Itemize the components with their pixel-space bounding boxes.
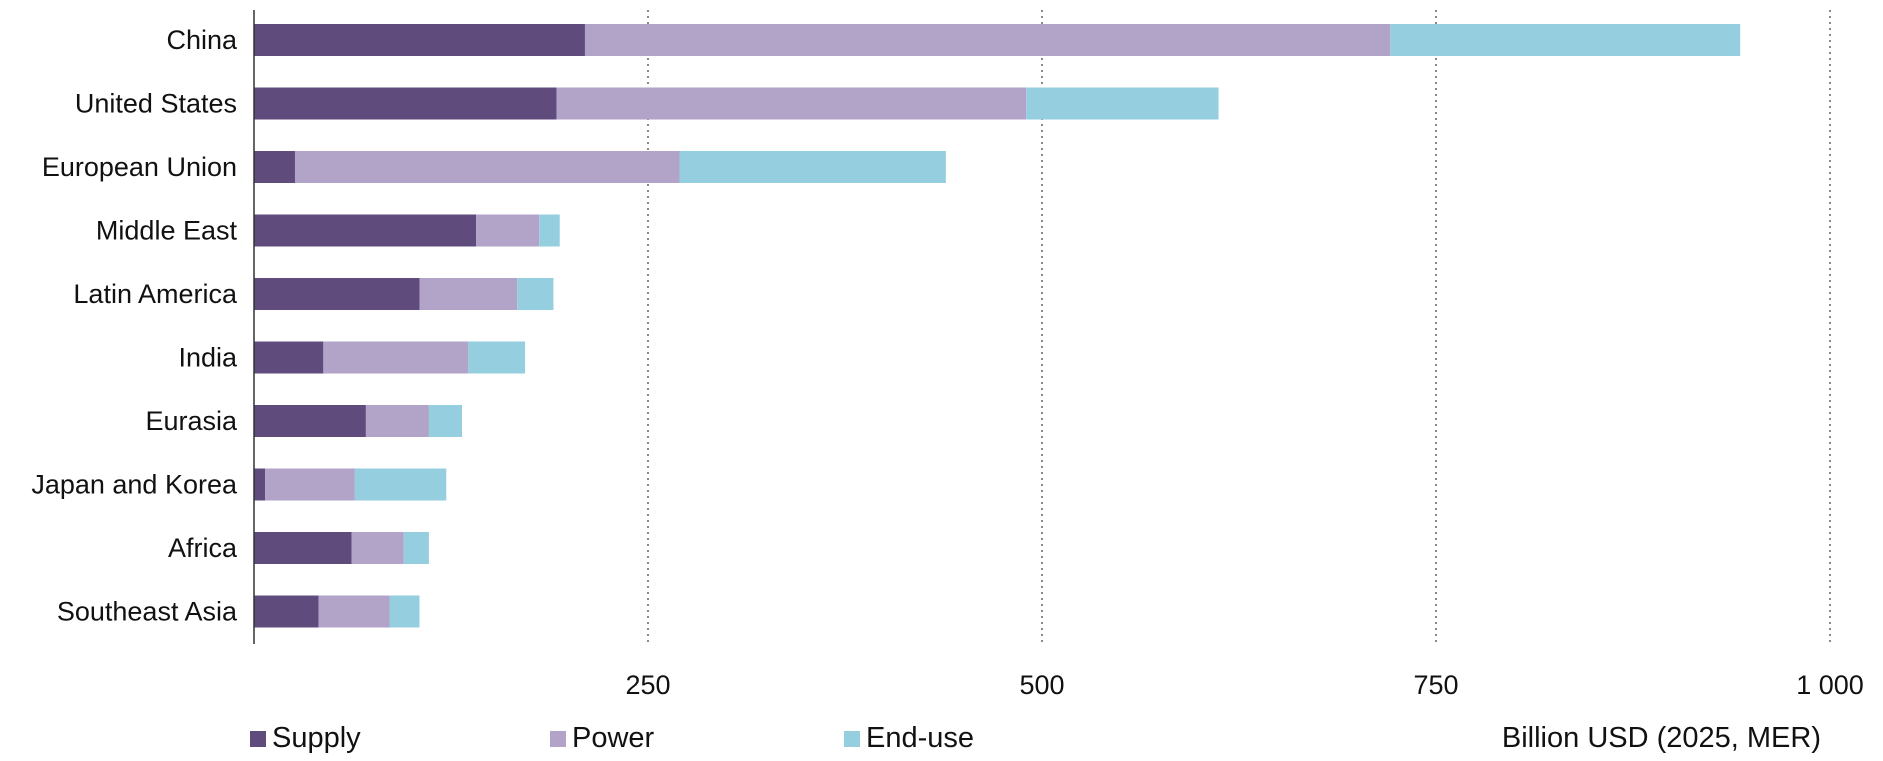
legend-swatch-end-use bbox=[844, 730, 860, 747]
category-label: China bbox=[166, 25, 238, 55]
x-tick-label: 750 bbox=[1413, 670, 1458, 700]
legend-item-supply: Supply bbox=[250, 722, 550, 755]
bar-segment bbox=[254, 151, 295, 183]
bar-segment bbox=[1026, 87, 1219, 120]
x-tick-labels: 250 500 750 1 000 bbox=[625, 670, 1863, 700]
legend-swatch-supply bbox=[250, 730, 266, 747]
category-label: Latin America bbox=[73, 279, 238, 309]
legend: Supply Power End-use bbox=[250, 722, 974, 755]
legend-swatch-power bbox=[550, 730, 566, 747]
bar-segment bbox=[539, 214, 560, 247]
bars bbox=[254, 24, 1741, 628]
bar-segment bbox=[254, 595, 319, 628]
legend-label-supply: Supply bbox=[272, 722, 361, 754]
bar-segment bbox=[389, 595, 420, 628]
bar-segment bbox=[254, 532, 352, 564]
bar-segment bbox=[679, 151, 946, 183]
bar-segment bbox=[365, 405, 429, 437]
bar-segment bbox=[351, 532, 404, 564]
category-label: Southeast Asia bbox=[57, 597, 238, 627]
legend-label-power: Power bbox=[572, 722, 655, 754]
bar-segment bbox=[254, 214, 477, 247]
category-label: Middle East bbox=[96, 216, 238, 246]
bar-segment bbox=[419, 278, 518, 310]
bar-segment bbox=[254, 341, 324, 374]
category-label: European Union bbox=[42, 152, 237, 182]
legend-item-end-use: End-use bbox=[844, 722, 974, 755]
bar-segment bbox=[323, 341, 469, 374]
category-label: Japan and Korea bbox=[31, 470, 238, 500]
x-tick-label: 500 bbox=[1019, 670, 1064, 700]
x-tick-label: 250 bbox=[625, 670, 670, 700]
gridlines bbox=[647, 10, 1831, 644]
bar-segment bbox=[254, 278, 420, 310]
bar-segment bbox=[354, 468, 447, 501]
bar-segment bbox=[254, 24, 585, 56]
bar-segment bbox=[476, 214, 540, 247]
bar-segment bbox=[428, 405, 463, 437]
bar-segment bbox=[254, 87, 557, 120]
bar-segment bbox=[1390, 24, 1741, 56]
bar-segment bbox=[254, 468, 266, 501]
bar-segment bbox=[318, 595, 390, 628]
bar-segment bbox=[403, 532, 429, 564]
legend-label-end-use: End-use bbox=[866, 722, 975, 754]
bar-segment bbox=[265, 468, 355, 501]
bar-segment bbox=[294, 151, 680, 183]
category-label: Eurasia bbox=[145, 406, 238, 436]
bar-segment bbox=[517, 278, 554, 310]
category-label: Africa bbox=[168, 533, 238, 563]
bar-segment bbox=[556, 87, 1027, 120]
unit-label: Billion USD (2025, MER) bbox=[1501, 722, 1821, 754]
legend-item-power: Power bbox=[550, 722, 844, 755]
x-tick-label: 1 000 bbox=[1796, 670, 1864, 700]
category-label: United States bbox=[75, 89, 237, 119]
bar-segment bbox=[254, 405, 366, 437]
category-label: India bbox=[178, 343, 238, 373]
bar-segment bbox=[468, 341, 526, 374]
bar-segment bbox=[584, 24, 1391, 56]
category-labels: China United States European Union Middle E… bbox=[31, 25, 238, 627]
